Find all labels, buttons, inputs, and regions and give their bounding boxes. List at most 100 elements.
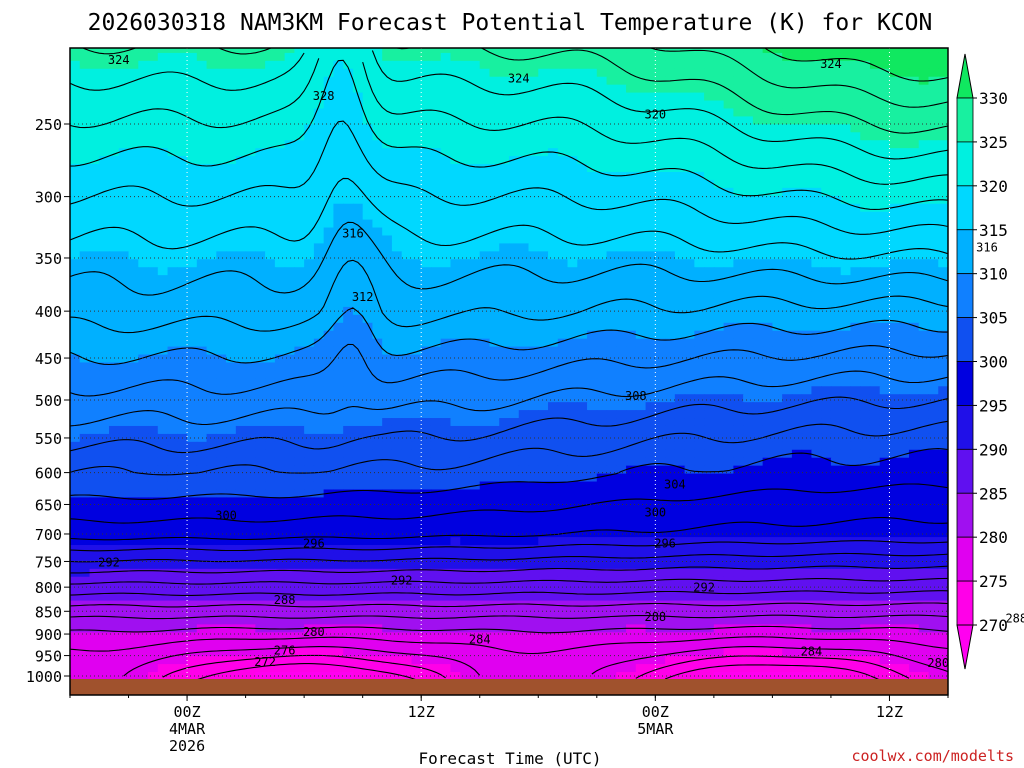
band-cell xyxy=(391,354,403,364)
band-cell xyxy=(294,473,305,483)
band-cell xyxy=(274,394,286,403)
band-cell xyxy=(918,402,930,411)
band-cell xyxy=(226,378,237,387)
band-cell xyxy=(372,418,383,427)
band-cell xyxy=(421,370,432,379)
band-cell xyxy=(830,362,842,372)
band-cell xyxy=(557,457,569,467)
band-cell xyxy=(635,84,647,94)
band-cell xyxy=(938,108,948,118)
band-cell xyxy=(148,465,159,475)
band-cell xyxy=(401,243,413,252)
band-cell xyxy=(606,100,617,110)
band-cell xyxy=(518,108,530,118)
band-cell xyxy=(274,465,286,475)
band-cell xyxy=(850,457,861,467)
band-cell xyxy=(938,338,948,348)
band-cell xyxy=(928,140,939,149)
band-cell xyxy=(665,378,676,387)
band-cell xyxy=(704,433,715,443)
band-cell xyxy=(391,362,403,372)
band-cell xyxy=(762,195,773,205)
band-cell xyxy=(733,76,744,86)
band-cell xyxy=(128,386,139,395)
band-cell xyxy=(694,330,705,340)
band-cell xyxy=(352,164,364,173)
band-cell xyxy=(635,179,647,189)
band-cell xyxy=(167,156,178,165)
band-cell xyxy=(294,179,305,189)
band-cell xyxy=(79,227,91,237)
band-cell xyxy=(177,473,188,483)
band-cell xyxy=(304,187,315,197)
band-cell xyxy=(694,362,705,372)
band-cell xyxy=(352,60,364,70)
band-cell xyxy=(411,306,422,316)
band-cell xyxy=(713,171,725,181)
band-cell xyxy=(821,402,832,411)
band-cell xyxy=(216,164,227,173)
band-cell xyxy=(928,267,939,276)
band-cell xyxy=(821,116,832,125)
band-cell xyxy=(187,179,198,189)
band-cell xyxy=(821,235,832,245)
band-cell xyxy=(70,92,81,102)
band-cell xyxy=(118,179,130,189)
band-cell xyxy=(450,283,461,292)
band-cell xyxy=(616,275,627,284)
band-cell xyxy=(167,203,178,213)
band-cell xyxy=(713,156,725,165)
band-cell xyxy=(479,195,491,205)
band-cell xyxy=(645,203,656,213)
band-cell xyxy=(557,148,569,157)
band-cell xyxy=(528,211,539,221)
band-cell xyxy=(440,116,452,125)
band-cell xyxy=(138,473,149,483)
band-cell xyxy=(499,219,510,229)
band-cell xyxy=(343,235,354,245)
band-cell xyxy=(733,156,744,165)
band-cell xyxy=(460,60,471,70)
band-cell xyxy=(538,322,549,332)
band-cell xyxy=(343,354,354,364)
band-cell xyxy=(333,108,344,118)
band-cell xyxy=(421,378,432,387)
band-cell xyxy=(577,354,588,364)
band-cell xyxy=(791,267,803,276)
band-cell xyxy=(343,140,354,149)
band-cell xyxy=(743,298,754,308)
band-cell xyxy=(177,171,188,181)
band-cell xyxy=(772,291,783,300)
band-cell xyxy=(411,441,422,451)
band-cell xyxy=(284,330,295,340)
band-cell xyxy=(713,457,725,467)
band-cell xyxy=(655,68,666,78)
band-cell xyxy=(196,108,208,118)
band-cell xyxy=(421,60,432,70)
band-cell xyxy=(518,76,530,86)
band-cell xyxy=(372,116,383,125)
band-cell xyxy=(138,84,149,94)
band-cell xyxy=(713,219,725,229)
band-cell xyxy=(938,354,948,364)
band-cell xyxy=(791,283,803,292)
band-cell xyxy=(587,378,598,387)
band-cell xyxy=(850,148,861,157)
band-cell xyxy=(479,156,491,165)
band-cell xyxy=(177,354,188,364)
band-cell xyxy=(323,140,334,149)
band-cell xyxy=(528,171,539,181)
band-cell xyxy=(157,203,169,213)
band-cell xyxy=(635,68,647,78)
band-cell xyxy=(352,481,364,491)
band-cell xyxy=(148,449,159,459)
band-cell xyxy=(752,298,764,308)
band-cell xyxy=(723,306,734,316)
band-cell xyxy=(645,251,656,260)
band-cell xyxy=(109,267,120,276)
band-cell xyxy=(187,449,198,459)
band-cell xyxy=(577,267,588,276)
band-cell xyxy=(245,124,256,133)
band-cell xyxy=(489,354,500,364)
band-cell xyxy=(489,314,500,324)
